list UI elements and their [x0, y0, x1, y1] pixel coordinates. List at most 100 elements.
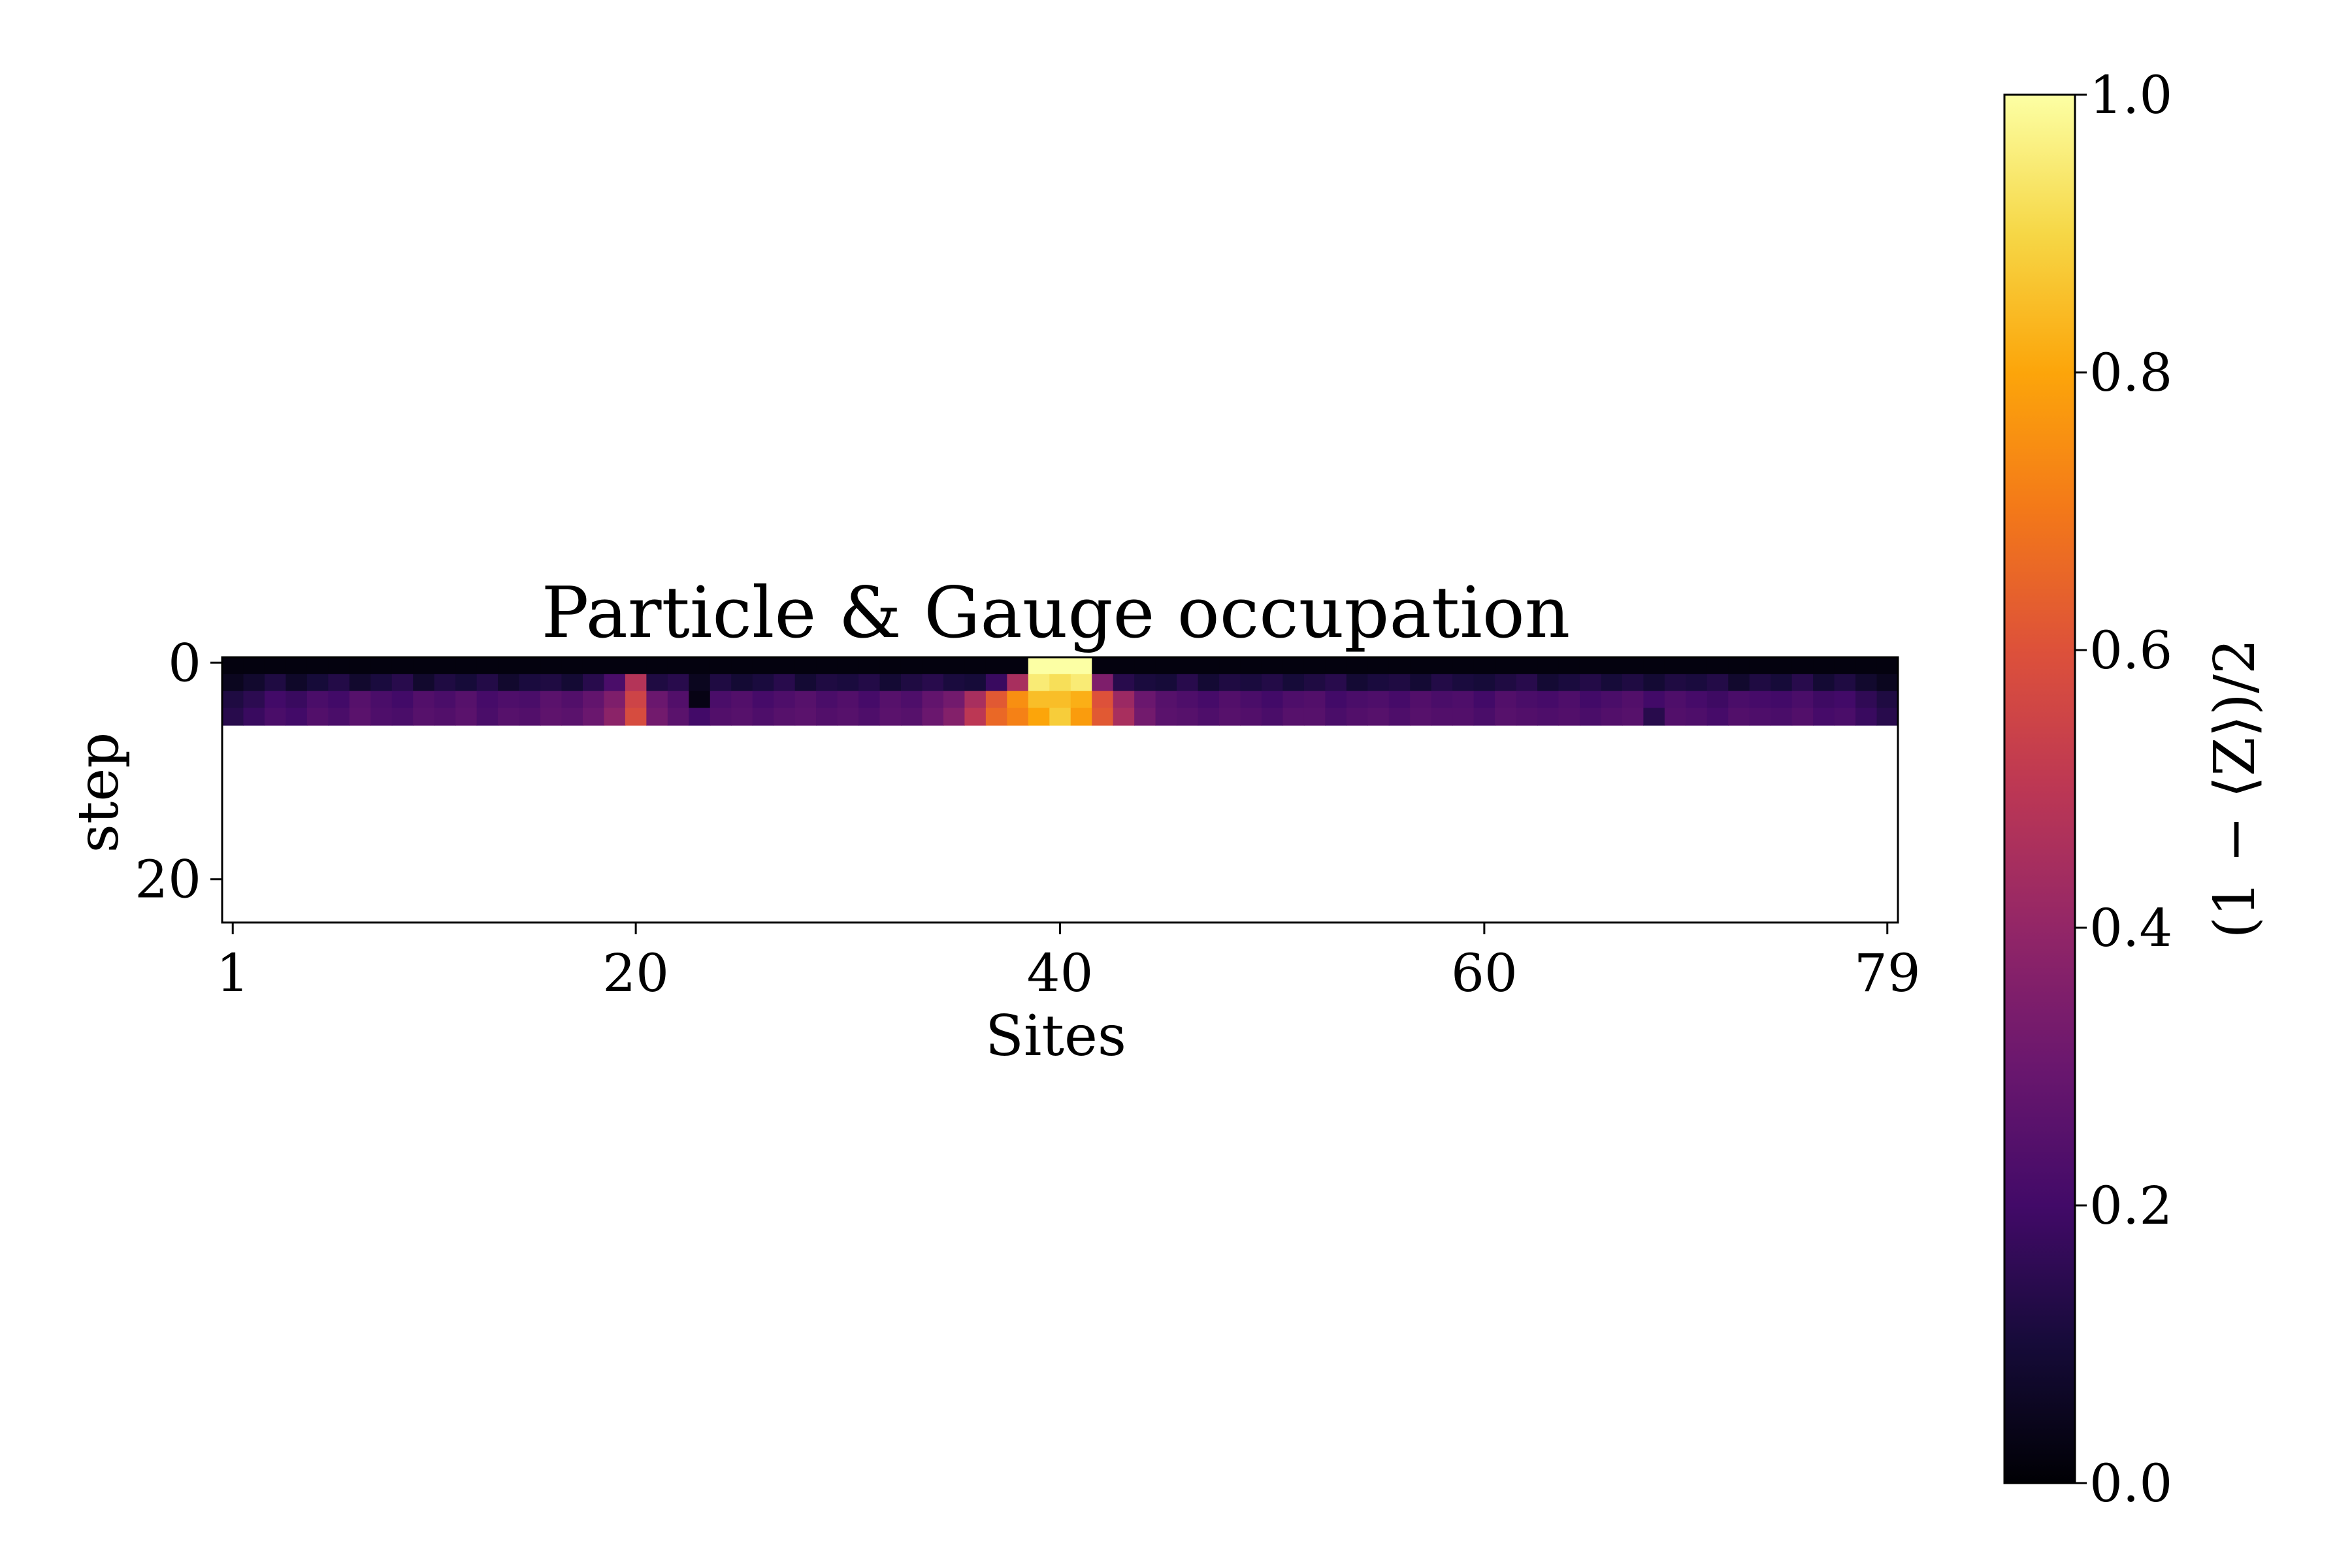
heatmap-cell — [498, 674, 520, 692]
heatmap-cell — [286, 708, 308, 726]
heatmap-cell — [476, 691, 498, 709]
colorbar-tick-label: 0.0 — [2089, 1453, 2172, 1514]
heatmap-cell — [1771, 691, 1793, 709]
heatmap-cell — [689, 708, 711, 726]
heatmap-cell — [243, 674, 265, 692]
heatmap-cell — [922, 657, 944, 676]
heatmap-cell — [1219, 657, 1241, 676]
heatmap-cell — [1601, 708, 1623, 726]
heatmap-cell — [1791, 691, 1814, 709]
heatmap-cell — [1388, 691, 1411, 709]
heatmap-cell — [222, 691, 244, 709]
heatmap-cell — [540, 708, 563, 726]
heatmap-cell — [837, 657, 859, 676]
heatmap-cell — [413, 657, 435, 676]
heatmap-cell — [1113, 708, 1135, 726]
heatmap-cell — [1240, 657, 1262, 676]
heatmap-cell — [413, 708, 435, 726]
heatmap-cell — [519, 691, 541, 709]
heatmap-cell — [243, 708, 265, 726]
heatmap-cell — [540, 657, 563, 676]
heatmap-cell — [222, 708, 244, 726]
heatmap-cell — [1622, 674, 1644, 692]
heatmap-cell — [1367, 674, 1390, 692]
heatmap-cell — [1177, 691, 1199, 709]
heatmap-cell — [943, 674, 965, 692]
heatmap-cell — [943, 657, 965, 676]
heatmap-cell — [1346, 691, 1368, 709]
heatmap-cell — [1070, 674, 1092, 692]
heatmap-cell — [264, 674, 287, 692]
heatmap-cell — [498, 708, 520, 726]
heatmap-cell — [1282, 657, 1305, 676]
heatmap-cell — [328, 691, 350, 709]
heatmap-cell — [370, 691, 393, 709]
colorbar-tick-label: 0.2 — [2089, 1175, 2172, 1236]
heatmap-cell — [1495, 708, 1517, 726]
heatmap-cell — [370, 708, 393, 726]
heatmap-cell — [752, 674, 774, 692]
heatmap-cell — [1325, 691, 1347, 709]
heatmap-cell — [1219, 708, 1241, 726]
heatmap-cell — [1749, 691, 1771, 709]
heatmap-cell — [1495, 657, 1517, 676]
heatmap-cell — [1134, 657, 1156, 676]
heatmap-cell — [1516, 708, 1538, 726]
x-tick-label: 40 — [1027, 943, 1094, 1004]
heatmap-cell — [1579, 708, 1602, 726]
heatmap-cell — [349, 708, 371, 726]
heatmap-cell — [349, 691, 371, 709]
heatmap-cell — [1664, 691, 1686, 709]
heatmap-cell — [1686, 674, 1708, 692]
heatmap-cell — [1282, 674, 1305, 692]
heatmap-cell — [391, 708, 414, 726]
heatmap-cell — [1707, 691, 1729, 709]
heatmap-cell — [561, 708, 583, 726]
heatmap-cell — [1028, 691, 1050, 709]
heatmap-cell — [1855, 657, 1878, 676]
heatmap-cell — [328, 674, 350, 692]
heatmap-cell — [1303, 657, 1326, 676]
heatmap-cell — [1388, 708, 1411, 726]
heatmap-cell — [1686, 657, 1708, 676]
heatmap-cell — [222, 674, 244, 692]
heatmap-cell — [689, 674, 711, 692]
heatmap-cell — [1155, 691, 1177, 709]
heatmap-cell — [667, 674, 689, 692]
heatmap-cell — [582, 674, 605, 692]
heatmap-cell — [243, 691, 265, 709]
heatmap-cell — [1452, 691, 1475, 709]
heatmap-cell — [1855, 674, 1878, 692]
heatmap-cell — [1261, 691, 1284, 709]
heatmap-cell — [1537, 674, 1560, 692]
heatmap-cell — [1771, 708, 1793, 726]
heatmap-cell — [286, 691, 308, 709]
heatmap-cell — [1813, 691, 1835, 709]
heatmap-cell — [1177, 657, 1199, 676]
heatmap-cell — [306, 657, 329, 676]
colorbar — [2003, 93, 2076, 1484]
heatmap-cell — [328, 657, 350, 676]
heatmap-cell — [1431, 708, 1453, 726]
heatmap-cell — [1261, 657, 1284, 676]
heatmap-cell — [1558, 708, 1580, 726]
heatmap-cell — [816, 691, 838, 709]
heatmap-cell — [1686, 691, 1708, 709]
heatmap-cell — [922, 708, 944, 726]
heatmap-cell — [752, 657, 774, 676]
heatmap-cell — [413, 691, 435, 709]
heatmap-cell — [1855, 708, 1878, 726]
heatmap-cell — [774, 674, 796, 692]
heatmap-cell — [646, 708, 668, 726]
heatmap-cell — [625, 691, 647, 709]
heatmap-cell — [816, 657, 838, 676]
heatmap-cell — [1007, 674, 1029, 692]
heatmap-cell — [710, 708, 732, 726]
heatmap-cell — [1537, 657, 1560, 676]
heatmap-cell — [731, 674, 753, 692]
heatmap-cell — [1643, 708, 1665, 726]
heatmap-cell — [1028, 708, 1050, 726]
heatmap-cell — [1876, 674, 1899, 692]
heatmap-cell — [434, 708, 456, 726]
heatmap-cell — [922, 691, 944, 709]
